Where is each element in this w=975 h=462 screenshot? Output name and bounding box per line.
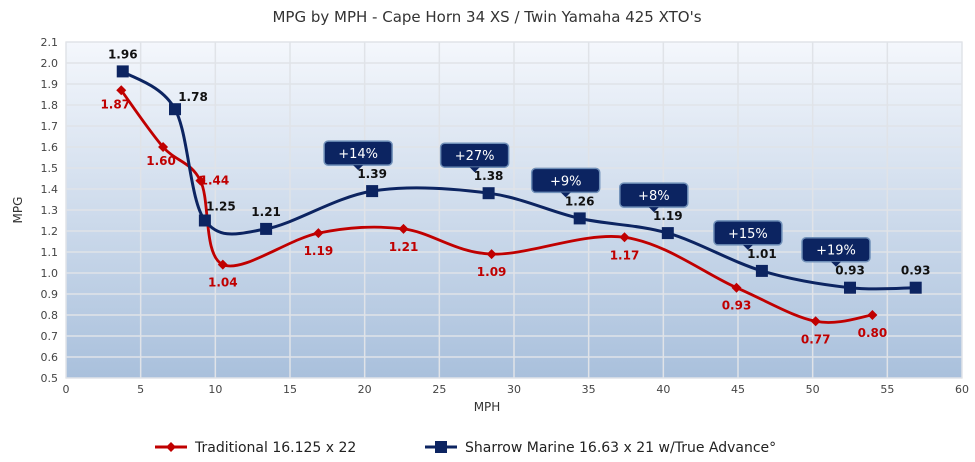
data-point-diamond [116, 85, 127, 96]
annotation-label: +19% [816, 244, 856, 259]
chart-title: MPG by MPH - Cape Horn 34 XS / Twin Yama… [272, 8, 701, 26]
x-tick-label: 30 [507, 383, 521, 396]
data-point-diamond [486, 249, 497, 260]
legend-diamond-icon [166, 442, 176, 452]
y-tick-label: 0.8 [41, 309, 59, 322]
annotation-pointer [648, 207, 659, 213]
data-label: 1.21 [389, 240, 419, 254]
data-label: 1.44 [200, 174, 230, 188]
annotation-label: +14% [338, 147, 378, 162]
data-point-square [366, 185, 379, 198]
legend-square-icon [435, 441, 447, 453]
annotation-pointer [560, 192, 571, 198]
data-label: 0.77 [801, 332, 831, 346]
data-label: 1.09 [477, 265, 507, 279]
legend-label: Sharrow Marine 16.63 x 21 w/True Advance… [465, 440, 776, 456]
y-tick-label: 0.9 [41, 288, 59, 301]
data-label: 0.93 [835, 264, 865, 278]
legend-label: Traditional 16.125 x 22 [194, 440, 356, 456]
x-axis-label: MPH [474, 400, 501, 414]
data-label: 1.38 [474, 169, 504, 183]
data-point-square [573, 212, 586, 225]
data-point-diamond [217, 259, 228, 270]
x-tick-label: 35 [582, 383, 596, 396]
y-tick-label: 2.0 [41, 57, 59, 70]
data-point-diamond [398, 223, 409, 234]
data-label: 0.93 [901, 264, 931, 278]
data-point-diamond [619, 232, 630, 243]
y-tick-label: 1.1 [41, 246, 59, 259]
y-tick-label: 1.7 [41, 120, 59, 133]
data-label: 1.04 [208, 276, 238, 290]
y-axis-label: MPG [11, 197, 25, 224]
data-label: 0.80 [858, 326, 888, 340]
data-label: 1.17 [610, 248, 640, 262]
data-point-diamond [867, 310, 878, 320]
data-label: 1.21 [251, 205, 281, 219]
x-tick-label: 20 [358, 383, 372, 396]
data-point-diamond [158, 142, 169, 152]
data-point-square [909, 281, 922, 294]
data-point-square [844, 281, 856, 294]
y-tick-label: 1.5 [41, 162, 59, 175]
data-point-square [482, 187, 495, 200]
data-label: 1.19 [304, 244, 334, 258]
y-tick-label: 1.8 [41, 99, 59, 112]
y-tick-label: 1.0 [41, 267, 59, 280]
annotation-label: +27% [455, 149, 495, 164]
y-tick-label: 0.6 [41, 351, 59, 364]
annotation-label: +8% [638, 189, 670, 204]
data-label: 1.19 [653, 209, 683, 223]
y-tick-label: 1.9 [41, 78, 59, 91]
y-tick-label: 1.6 [41, 141, 59, 154]
data-point-square [198, 214, 211, 227]
y-tick-label: 0.5 [41, 372, 59, 385]
x-tick-label: 0 [63, 383, 70, 396]
x-tick-label: 55 [880, 383, 894, 396]
y-tick-label: 0.7 [41, 330, 59, 343]
x-tick-label: 50 [806, 383, 820, 396]
annotation-pointer [353, 165, 364, 171]
x-tick-label: 45 [731, 383, 745, 396]
annotation-pointer [831, 261, 841, 267]
data-label: 1.78 [178, 90, 208, 104]
data-point-diamond [731, 282, 742, 293]
data-label: 1.26 [565, 194, 595, 208]
data-point-square [755, 264, 768, 277]
x-tick-label: 40 [656, 383, 670, 396]
data-label: 0.93 [722, 299, 752, 313]
annotation-pointer [742, 244, 753, 250]
annotation-pointer [469, 167, 480, 173]
data-point-diamond [313, 228, 324, 239]
data-label: 1.39 [357, 167, 387, 181]
data-label: 1.60 [146, 154, 176, 168]
y-tick-label: 1.2 [41, 225, 59, 238]
y-tick-label: 1.3 [41, 204, 59, 217]
data-point-square [260, 222, 273, 235]
x-tick-label: 15 [283, 383, 297, 396]
data-point-diamond [195, 175, 206, 186]
y-tick-label: 2.1 [41, 36, 59, 49]
data-label: 1.25 [206, 200, 236, 214]
data-point-diamond [810, 316, 821, 327]
x-tick-label: 25 [432, 383, 446, 396]
annotation-label: +15% [728, 227, 768, 242]
data-point-square [116, 65, 129, 78]
data-point-square [169, 103, 182, 116]
annotation-label: +9% [550, 174, 582, 189]
data-point-square [661, 227, 674, 240]
x-tick-label: 5 [137, 383, 144, 396]
x-tick-label: 10 [208, 383, 222, 396]
data-label: 1.96 [108, 47, 138, 61]
data-label: 1.87 [100, 97, 130, 111]
data-label: 1.01 [747, 247, 777, 261]
legend: Traditional 16.125 x 22 Sharrow Marine 16… [155, 440, 776, 456]
x-tick-label: 60 [955, 383, 969, 396]
y-tick-label: 1.4 [41, 183, 59, 196]
